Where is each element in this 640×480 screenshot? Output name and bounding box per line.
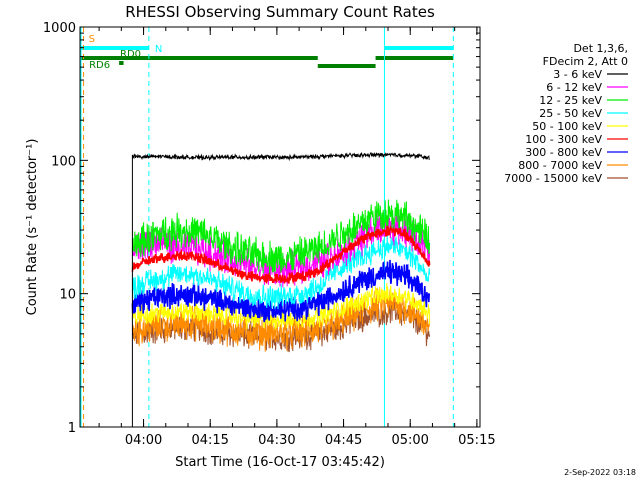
y-axis-label: Count Rate (s⁻¹ detector⁻¹) xyxy=(25,139,40,316)
series-line-25-50kev xyxy=(131,235,431,310)
series-line-3-6kev xyxy=(131,151,430,427)
footer-timestamp: 2-Sep-2022 03:18 xyxy=(564,468,636,477)
x-tick-label: 04:30 xyxy=(258,433,295,448)
y-tick-label: 1000 xyxy=(43,21,76,36)
series-line-100-300kev xyxy=(131,225,431,285)
y-tick-label: 10 xyxy=(59,288,76,303)
legend-label: 100 - 300 keV xyxy=(525,133,602,146)
y-axis: 1 10 100 1000 xyxy=(43,21,480,436)
x-tick-label: 05:15 xyxy=(458,433,495,448)
legend-label: 800 - 7000 keV xyxy=(518,159,602,172)
status-label-rd0: RD0 xyxy=(120,49,141,60)
legend-label: 50 - 100 keV xyxy=(532,120,602,133)
status-label-rd6: RD6 xyxy=(89,60,110,71)
x-tick-label: 04:45 xyxy=(325,433,362,448)
x-tick-label: 04:00 xyxy=(125,433,162,448)
plot-frame xyxy=(79,26,481,428)
x-axis-label: Start Time (16-Oct-17 03:45:42) xyxy=(175,455,385,470)
status-label-n: N xyxy=(155,44,162,55)
chart-title: RHESSI Observing Summary Count Rates xyxy=(125,3,435,21)
series-line-12-25kev xyxy=(131,199,431,275)
status-label-s: S xyxy=(89,34,95,45)
legend-label: 6 - 12 keV xyxy=(546,81,602,94)
y-tick-label: 100 xyxy=(51,154,76,169)
legend-label: 300 - 800 keV xyxy=(525,146,602,159)
data-series xyxy=(131,151,431,427)
legend-header: FDecim 2, Att 0 xyxy=(543,55,628,68)
x-tick-label: 04:15 xyxy=(191,433,228,448)
y-tick-label: 1 xyxy=(68,421,76,436)
series-line-300-800kev xyxy=(131,259,430,323)
legend-header: Det 1,3,6, xyxy=(573,42,628,55)
series-line-50-100kev xyxy=(131,283,431,331)
x-axis: 04:00 04:15 04:30 04:45 05:00 05:15 xyxy=(98,27,496,448)
legend-label: 25 - 50 keV xyxy=(539,107,602,120)
legend-label: 7000 - 15000 keV xyxy=(504,172,602,185)
legend-label: 12 - 25 keV xyxy=(539,94,602,107)
status-bars: S N RD0 RD6 xyxy=(80,34,454,71)
x-tick-label: 05:00 xyxy=(391,433,428,448)
legend-label: 3 - 6 keV xyxy=(553,68,602,81)
